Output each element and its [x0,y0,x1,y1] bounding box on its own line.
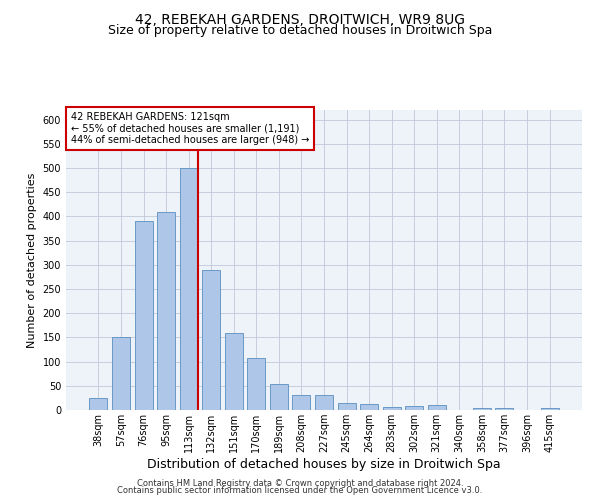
Bar [315,396,333,410]
Bar [541,408,559,410]
Bar [428,405,446,410]
Y-axis label: Number of detached properties: Number of detached properties [27,172,37,348]
Text: 42, REBEKAH GARDENS, DROITWICH, WR9 8UG: 42, REBEKAH GARDENS, DROITWICH, WR9 8UG [135,12,465,26]
Text: Size of property relative to detached houses in Droitwich Spa: Size of property relative to detached ho… [108,24,492,37]
Bar [112,338,130,410]
Bar [247,358,265,410]
Bar [157,212,175,410]
Bar [360,404,378,410]
X-axis label: Distribution of detached houses by size in Droitwich Spa: Distribution of detached houses by size … [147,458,501,471]
Bar [225,332,243,410]
Text: Contains public sector information licensed under the Open Government Licence v3: Contains public sector information licen… [118,486,482,495]
Bar [383,406,401,410]
Bar [134,222,152,410]
Bar [473,408,491,410]
Bar [338,402,356,410]
Bar [89,398,107,410]
Bar [292,396,310,410]
Bar [496,408,514,410]
Text: 42 REBEKAH GARDENS: 121sqm
← 55% of detached houses are smaller (1,191)
44% of s: 42 REBEKAH GARDENS: 121sqm ← 55% of deta… [71,112,310,144]
Bar [179,168,198,410]
Bar [202,270,220,410]
Bar [405,406,423,410]
Bar [270,384,288,410]
Text: Contains HM Land Registry data © Crown copyright and database right 2024.: Contains HM Land Registry data © Crown c… [137,478,463,488]
